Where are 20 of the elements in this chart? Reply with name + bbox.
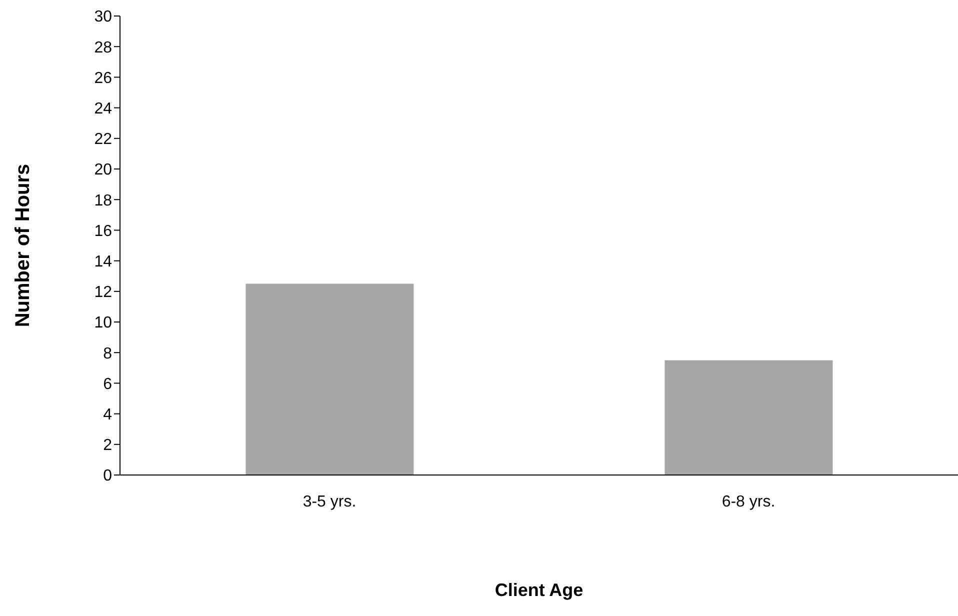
- y-tick-label: 2: [103, 437, 112, 454]
- y-tick-label: 0: [103, 468, 112, 485]
- x-tick-label: 3-5 yrs.: [302, 493, 356, 510]
- y-tick-label: 30: [94, 8, 112, 26]
- x-axis-title: Client Age: [494, 580, 584, 600]
- y-tick-label: 20: [94, 162, 112, 179]
- y-tick-label: 10: [94, 314, 112, 332]
- y-tick-label: 18: [94, 192, 112, 210]
- y-tick-label: 6: [103, 376, 112, 393]
- y-tick-label: 14: [94, 253, 112, 270]
- y-tick-label: 24: [94, 100, 112, 118]
- y-tick-label: 22: [94, 131, 112, 148]
- x-tick-label: 6-8 yrs.: [722, 493, 776, 510]
- y-tick-label: 12: [94, 284, 112, 302]
- y-tick-label: 28: [94, 39, 112, 56]
- y-tick-label: 16: [94, 222, 112, 240]
- y-axis-title: Number of Hours: [12, 164, 34, 328]
- y-tick-label: 8: [103, 345, 112, 362]
- y-tick-label: 4: [103, 406, 112, 424]
- y-tick-label: 26: [94, 70, 112, 87]
